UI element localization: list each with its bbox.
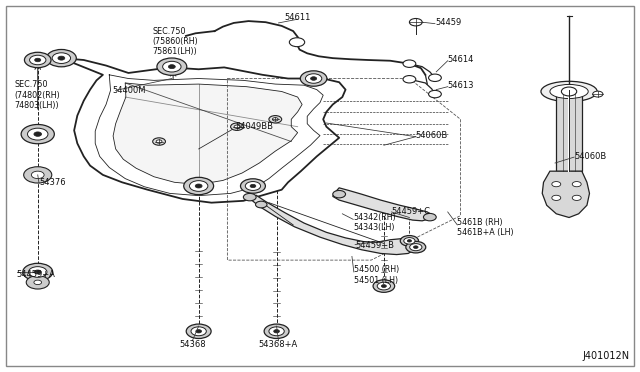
Circle shape bbox=[191, 327, 206, 336]
Circle shape bbox=[189, 181, 208, 191]
Circle shape bbox=[243, 193, 256, 201]
Circle shape bbox=[28, 128, 48, 140]
Circle shape bbox=[429, 90, 442, 98]
Circle shape bbox=[373, 280, 395, 292]
Circle shape bbox=[35, 270, 41, 274]
Circle shape bbox=[29, 267, 47, 277]
Circle shape bbox=[153, 138, 166, 145]
Circle shape bbox=[429, 74, 442, 81]
Text: 54400M: 54400M bbox=[113, 86, 146, 95]
Circle shape bbox=[561, 87, 577, 96]
Circle shape bbox=[195, 184, 202, 188]
Circle shape bbox=[31, 171, 44, 179]
Circle shape bbox=[29, 55, 46, 65]
Text: 54459+B: 54459+B bbox=[355, 241, 394, 250]
Circle shape bbox=[58, 56, 65, 60]
Circle shape bbox=[21, 125, 54, 144]
Text: 54368+A: 54368+A bbox=[259, 340, 298, 349]
Text: 54342(RH)
54343(LH): 54342(RH) 54343(LH) bbox=[353, 213, 396, 232]
Text: 54459: 54459 bbox=[435, 19, 461, 28]
Circle shape bbox=[410, 19, 422, 26]
Circle shape bbox=[163, 61, 181, 72]
Circle shape bbox=[300, 71, 327, 86]
Circle shape bbox=[47, 49, 76, 67]
Text: 54049BB: 54049BB bbox=[236, 122, 274, 131]
Circle shape bbox=[273, 118, 278, 121]
Circle shape bbox=[269, 327, 284, 336]
Text: 54368: 54368 bbox=[179, 340, 205, 349]
Circle shape bbox=[269, 116, 282, 123]
Circle shape bbox=[255, 201, 267, 208]
Ellipse shape bbox=[541, 81, 597, 102]
Circle shape bbox=[274, 330, 280, 333]
Text: 54613: 54613 bbox=[448, 81, 474, 90]
Circle shape bbox=[250, 185, 256, 187]
Circle shape bbox=[410, 244, 422, 251]
Circle shape bbox=[572, 195, 581, 201]
Text: 54060B: 54060B bbox=[416, 131, 448, 141]
Circle shape bbox=[593, 91, 603, 97]
Circle shape bbox=[157, 58, 187, 76]
Circle shape bbox=[552, 195, 561, 201]
Circle shape bbox=[572, 182, 581, 187]
Circle shape bbox=[333, 190, 346, 198]
Circle shape bbox=[168, 65, 175, 69]
Circle shape bbox=[424, 214, 436, 221]
Polygon shape bbox=[333, 188, 432, 221]
Circle shape bbox=[413, 246, 418, 248]
Circle shape bbox=[234, 125, 240, 128]
Circle shape bbox=[34, 132, 42, 137]
Circle shape bbox=[23, 263, 52, 280]
Circle shape bbox=[289, 38, 305, 46]
Text: SEC.750
(74802(RH)
74803(LH)): SEC.750 (74802(RH) 74803(LH)) bbox=[15, 80, 61, 110]
Circle shape bbox=[230, 123, 243, 131]
Text: 54459+A: 54459+A bbox=[17, 270, 56, 279]
Text: 54459+C: 54459+C bbox=[392, 207, 431, 216]
Text: 54611: 54611 bbox=[284, 13, 311, 22]
Circle shape bbox=[245, 182, 260, 190]
Text: 54614: 54614 bbox=[448, 55, 474, 64]
Circle shape bbox=[156, 140, 162, 143]
Text: 54500 (RH)
54501 (LH): 54500 (RH) 54501 (LH) bbox=[354, 265, 399, 285]
Circle shape bbox=[186, 324, 211, 339]
Polygon shape bbox=[113, 83, 302, 185]
Circle shape bbox=[24, 52, 51, 68]
Circle shape bbox=[406, 241, 426, 253]
Circle shape bbox=[264, 324, 289, 339]
Circle shape bbox=[407, 240, 412, 242]
Text: 5461B (RH)
5461B+A (LH): 5461B (RH) 5461B+A (LH) bbox=[458, 218, 514, 237]
Circle shape bbox=[552, 182, 561, 187]
Polygon shape bbox=[250, 195, 416, 254]
FancyBboxPatch shape bbox=[556, 90, 582, 171]
Circle shape bbox=[52, 53, 70, 64]
Ellipse shape bbox=[550, 84, 588, 99]
Circle shape bbox=[403, 76, 416, 83]
Text: 54376: 54376 bbox=[39, 178, 66, 187]
Text: 54060B: 54060B bbox=[574, 152, 607, 161]
Circle shape bbox=[241, 179, 266, 193]
Circle shape bbox=[34, 280, 42, 285]
Circle shape bbox=[377, 282, 390, 290]
Circle shape bbox=[24, 167, 52, 183]
Circle shape bbox=[26, 276, 49, 289]
Circle shape bbox=[35, 58, 41, 62]
Circle shape bbox=[196, 330, 202, 333]
Circle shape bbox=[400, 235, 419, 246]
Circle shape bbox=[404, 238, 415, 244]
Circle shape bbox=[184, 177, 214, 195]
Circle shape bbox=[381, 285, 387, 288]
Text: SEC.750
(75860(RH)
75861(LH)): SEC.750 (75860(RH) 75861(LH)) bbox=[153, 26, 198, 57]
Text: J401012N: J401012N bbox=[582, 352, 630, 362]
Circle shape bbox=[305, 74, 322, 83]
Circle shape bbox=[310, 77, 317, 80]
Circle shape bbox=[403, 60, 416, 67]
Polygon shape bbox=[542, 171, 589, 218]
